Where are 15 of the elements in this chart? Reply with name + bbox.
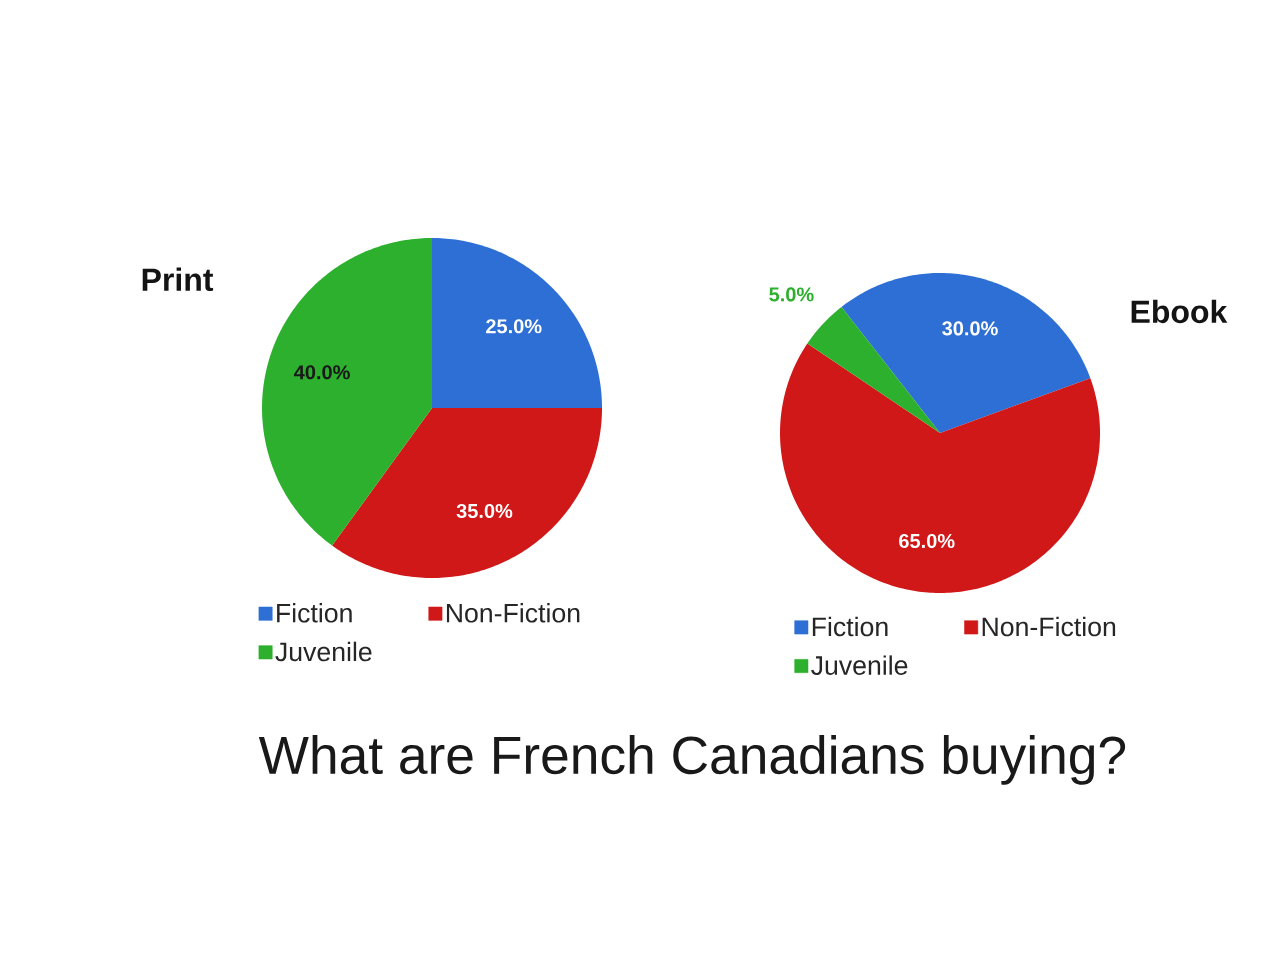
legend-label: Non-Fiction [446, 603, 580, 623]
data-label: 30.0% [942, 321, 998, 336]
text: What are French Canadians buying? [258, 735, 1126, 785]
text: Print [142, 267, 214, 292]
data-label: 35.0% [456, 503, 513, 519]
data-label: 40.0% [294, 365, 350, 380]
legend-label: Juvenile [275, 641, 372, 662]
data-label: 65.0% [899, 533, 955, 549]
legend-label: Fiction [812, 616, 888, 637]
text: Ebook [1131, 299, 1228, 324]
legend-label: Fiction [277, 603, 352, 623]
legend-label: Juvenile [811, 655, 908, 675]
legend-label: Non-Fiction [982, 616, 1116, 637]
data-label: 5.0% [769, 287, 814, 302]
data-label: 25.0% [486, 319, 542, 334]
